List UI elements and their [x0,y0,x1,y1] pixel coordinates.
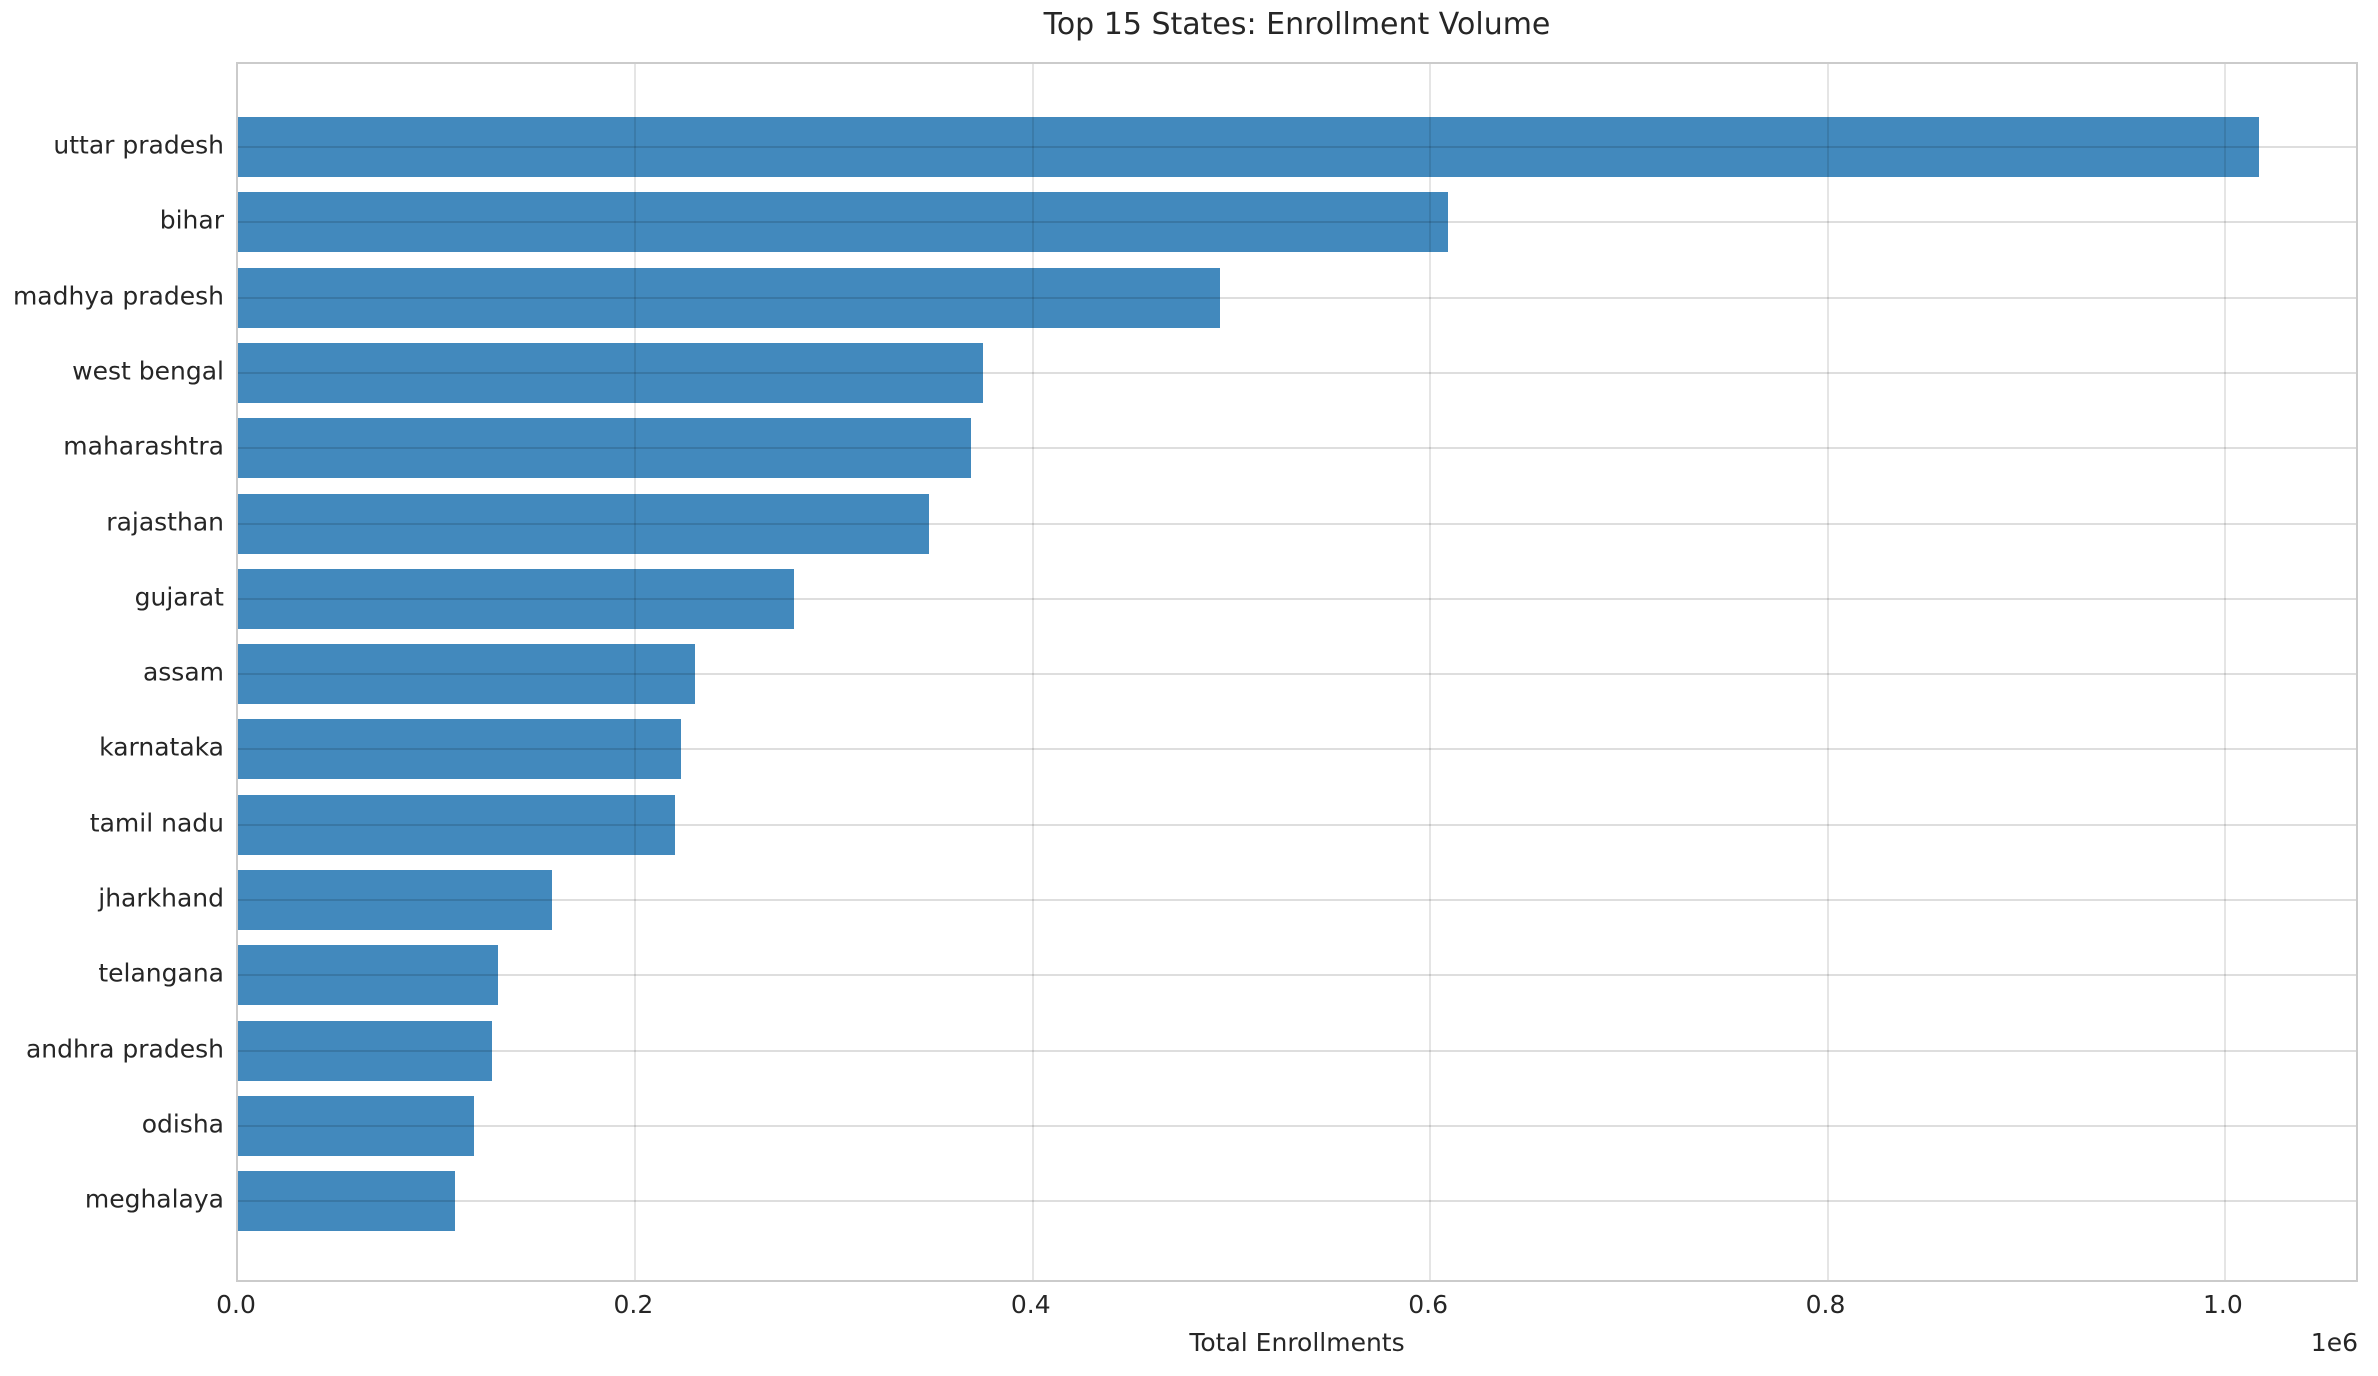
bar-assam [238,644,695,705]
v-gridline [634,64,637,1280]
y-tick-label: karnataka [99,732,224,762]
v-gridline [2223,64,2226,1280]
v-gridline [1429,64,1432,1280]
h-gridline [238,522,2356,525]
bar-madhya-pradesh [238,267,1220,328]
y-tick-label: meghalaya [84,1184,224,1214]
h-gridline [238,673,2356,676]
bar-uttar-pradesh [238,117,2259,177]
x-tick-label: 0.4 [1010,1290,1051,1319]
y-tick-label: madhya pradesh [12,281,224,311]
x-tick-label: 0.0 [216,1290,256,1319]
h-gridline [238,146,2356,148]
bar-andhra-pradesh [238,1020,493,1081]
h-gridline [238,1049,2356,1052]
h-gridline [238,296,2356,299]
y-tick-label: andhra pradesh [25,1034,224,1064]
y-tick-label: odisha [141,1109,224,1139]
v-gridline [1826,64,1829,1280]
y-tick-label: west bengal [72,356,224,386]
h-gridline [238,899,2356,901]
bar-meghalaya [238,1171,455,1232]
h-gridline [238,221,2356,224]
bar-telangana [238,945,499,1006]
axes [236,62,2358,1282]
h-gridline [238,748,2356,751]
x-tick-label: 0.6 [1408,1290,1448,1319]
bar-tamil-nadu [238,794,676,855]
bar-west-bengal [238,342,984,403]
h-gridline [238,823,2356,826]
y-tick-label: jharkhand [98,883,224,913]
x-axis-label: Total Enrollments [1189,1328,1405,1357]
h-gridline [238,447,2356,450]
y-tick-label: uttar pradesh [53,130,224,160]
v-gridline [1031,64,1034,1280]
y-tick-label: bihar [159,205,224,235]
y-tick-label: assam [142,657,224,687]
bar-maharashtra [238,418,972,479]
y-tick-label: telangana [98,958,224,988]
bar-karnataka [238,719,682,780]
bar-rajasthan [238,493,930,554]
h-gridline [238,1124,2356,1127]
bar-jharkhand [238,870,552,930]
h-gridline [238,974,2356,977]
bar-gujarat [238,568,795,629]
chart-title: Top 15 States: Enrollment Volume [1043,7,1551,42]
axis-offset-label: 1e6 [2310,1328,2358,1357]
bar-bihar [238,192,1449,253]
h-gridline [238,371,2356,374]
y-tick-label: maharashtra [63,431,224,461]
x-tick-label: 1.0 [2203,1290,2243,1319]
h-gridline [238,597,2356,600]
y-tick-label: tamil nadu [89,808,224,838]
h-gridline [238,1200,2356,1203]
y-tick-label: rajasthan [106,507,224,536]
y-tick-label: gujarat [134,582,224,612]
x-tick-label: 0.8 [1805,1290,1846,1319]
x-tick-label: 0.2 [613,1290,654,1319]
bar-odisha [238,1095,475,1156]
